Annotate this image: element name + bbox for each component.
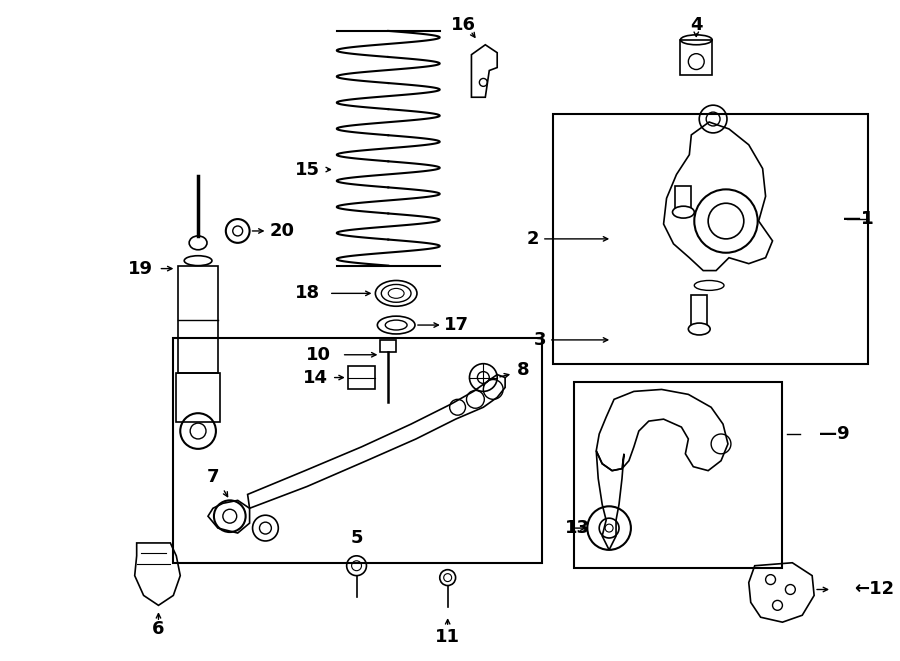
Bar (176, 373, 220, 422)
Text: 13: 13 (565, 519, 590, 537)
Text: 7: 7 (207, 467, 220, 486)
Text: 6: 6 (152, 620, 165, 638)
Text: 5: 5 (350, 529, 363, 547)
Text: 1: 1 (861, 210, 874, 228)
Text: 11: 11 (436, 628, 460, 646)
Text: —9: —9 (819, 425, 850, 443)
Text: 15: 15 (294, 161, 320, 178)
Bar (178, 266, 218, 373)
Text: 20: 20 (269, 222, 294, 240)
Ellipse shape (382, 284, 411, 302)
Text: 2: 2 (526, 230, 608, 248)
Text: 4: 4 (690, 16, 703, 34)
Ellipse shape (672, 206, 694, 218)
Bar (174, 338, 542, 563)
Text: ←12: ←12 (854, 580, 894, 598)
Text: —1: —1 (843, 210, 874, 228)
Ellipse shape (375, 280, 417, 306)
Bar (680, 40, 712, 75)
Bar (381, 340, 396, 352)
Text: 3: 3 (534, 331, 608, 349)
Text: 17: 17 (444, 316, 469, 334)
Bar (347, 366, 375, 389)
Bar (691, 295, 707, 327)
Bar (553, 114, 868, 364)
Ellipse shape (377, 316, 415, 334)
Text: 18: 18 (294, 284, 320, 302)
Text: 19: 19 (128, 260, 153, 278)
Ellipse shape (688, 323, 710, 335)
Bar (574, 381, 782, 568)
Text: 10: 10 (306, 346, 331, 364)
Bar (676, 186, 691, 208)
Text: 8: 8 (517, 361, 529, 379)
Text: 14: 14 (302, 369, 328, 387)
Text: 16: 16 (451, 16, 476, 34)
